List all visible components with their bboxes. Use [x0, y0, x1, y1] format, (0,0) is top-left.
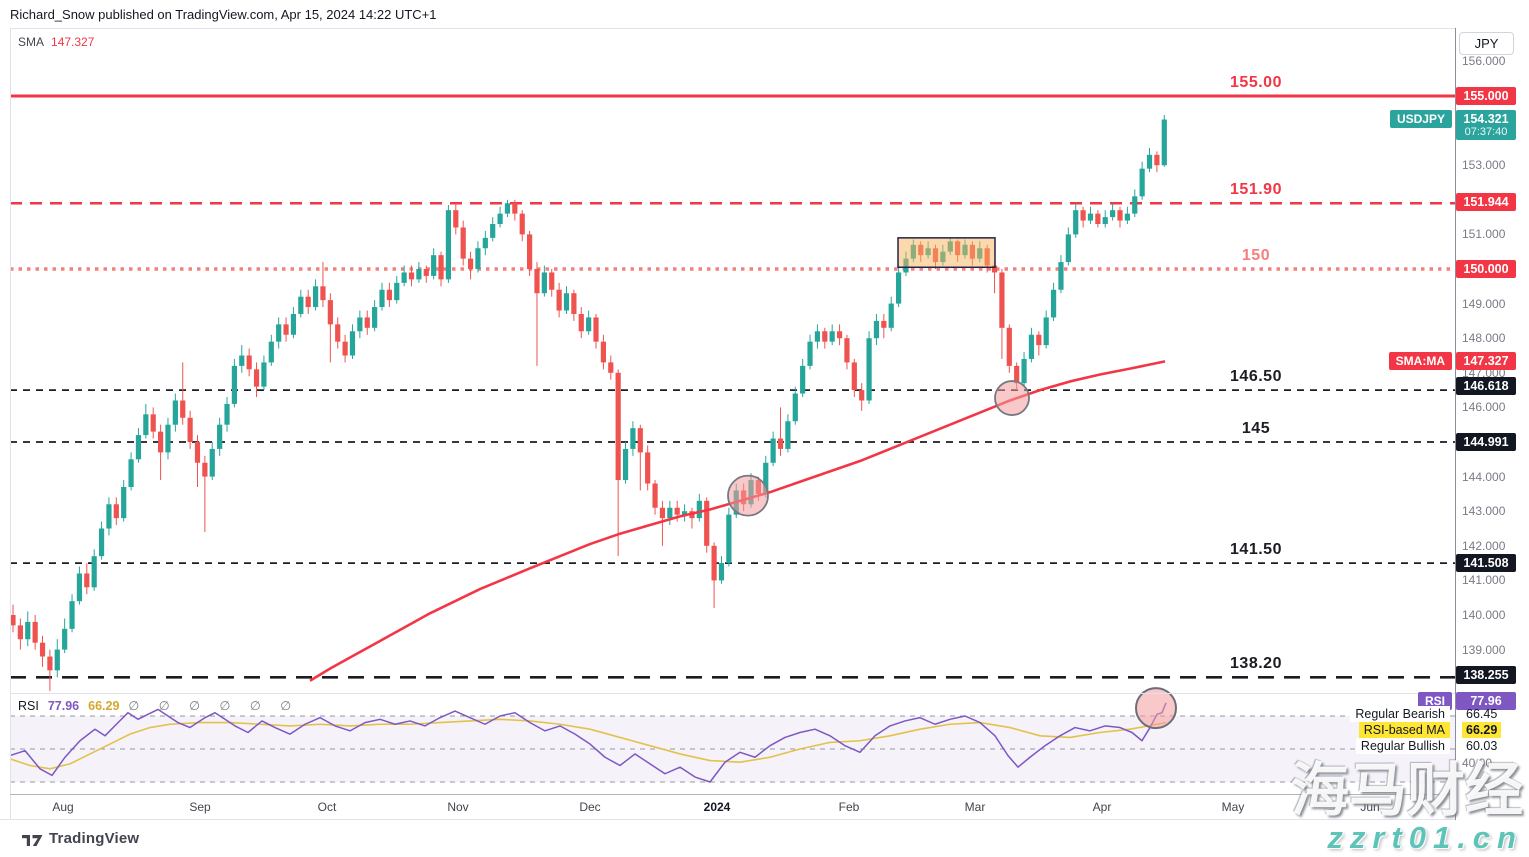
price-tick-151.000: 151.000: [1462, 227, 1506, 242]
price-tick-144.000: 144.000: [1462, 469, 1506, 484]
level-label-151-90: 151.90: [1230, 181, 1282, 199]
time-label-sep: Sep: [189, 800, 211, 814]
time-label-apr: Apr: [1092, 800, 1112, 814]
pane-separator: [10, 28, 1455, 29]
rsi-null-values: ∅ ∅ ∅ ∅ ∅ ∅: [128, 699, 300, 713]
price-tick-142.000: 142.000: [1462, 538, 1506, 553]
time-label-feb: Feb: [838, 800, 860, 814]
brand-name: TradingView: [49, 830, 140, 847]
rsi-label: RSI: [18, 699, 39, 713]
price-badge-146-618: 146.618: [1456, 377, 1516, 396]
price-badge-150-000: 150.000: [1456, 260, 1516, 278]
level-label-141-50: 141.50: [1230, 541, 1282, 559]
price-badge-154-321: 154.321 07:37:40: [1456, 110, 1516, 141]
time-label-2024: 2024: [703, 800, 731, 814]
rsi-row-label-rsi-based-ma: RSI-based MA: [1358, 722, 1450, 738]
time-axis[interactable]: Aug Sep Oct Nov Dec 2024 Feb Mar Apr May Jun: [0, 794, 1455, 820]
level-label-150: 150: [1241, 247, 1271, 264]
price-badge-151-944: 151.944: [1456, 192, 1516, 211]
price-tick-146.000: 146.000: [1462, 400, 1506, 415]
price-badge-141-508: 141.508: [1456, 553, 1516, 572]
time-label-aug: Aug: [52, 800, 74, 814]
rsi-pane-label: RSI: [1417, 692, 1452, 710]
sma-label: SMA: [18, 35, 45, 49]
time-label-mar: Mar: [964, 800, 986, 814]
price-tick-141.000: 141.000: [1462, 573, 1506, 588]
price-badge-138-255: 138.255: [1456, 666, 1516, 685]
rsi-lines: [9, 702, 1167, 783]
footer-branding[interactable]: TradingView: [22, 830, 139, 847]
price-tick-143.000: 143.000: [1462, 504, 1506, 519]
price-badge-144-991: 144.991: [1456, 433, 1516, 452]
rsi-tick-40: 40.00: [1462, 756, 1493, 770]
rsi-row-label-regular-bearish: Regular Bearish: [1350, 706, 1450, 722]
level-label-146-50: 146.50: [1230, 368, 1282, 386]
indicator-legend-rsi[interactable]: RSI 77.96 66.29 ∅ ∅ ∅ ∅ ∅ ∅: [18, 698, 308, 713]
time-label-jun: Jun: [1360, 800, 1380, 814]
countdown-timer: 07:37:40: [1464, 126, 1508, 139]
level-label-155-00: 155.00: [1230, 74, 1282, 91]
time-label-dec: Dec: [579, 800, 601, 814]
rsi-line-value: 77.96: [47, 699, 80, 713]
rsi-row-value: 66.45: [1466, 707, 1498, 721]
price-tick-156.000: 156.000: [1462, 54, 1506, 69]
rsi-value-badge: 77.96: [1456, 692, 1516, 710]
price-tick-149.000: 149.000: [1462, 296, 1506, 311]
candlestick-series: [10, 115, 1167, 692]
rsi-background: [10, 715, 1455, 783]
sma-line: [309, 360, 1166, 682]
publish-attribution: Richard_Snow published on TradingView.co…: [10, 7, 437, 22]
price-tick-140.000: 140.000: [1462, 608, 1506, 622]
currency-toggle-button[interactable]: JPY: [1459, 32, 1514, 55]
rsi-row-label-regular-bullish: Regular Bullish: [1355, 738, 1450, 754]
level-label-138-20: 138.20: [1230, 655, 1282, 673]
pane-separator: [10, 693, 1455, 694]
time-label-nov: Nov: [447, 800, 469, 814]
retest-circle-annotation[interactable]: [727, 474, 769, 517]
rsi-row-value: 60.03: [1466, 739, 1498, 753]
price-tick-148.000: 148.000: [1462, 331, 1506, 346]
rsi-spike-circle-annotation[interactable]: [1135, 687, 1177, 730]
pane-left-border: [10, 28, 11, 820]
level-label-145: 145: [1241, 420, 1271, 437]
level-lines: [10, 94, 1455, 679]
price-badge-147-327: 147.327: [1456, 352, 1516, 371]
consolidation-box[interactable]: [897, 237, 996, 269]
rsi-ma-value: 66.29: [88, 699, 120, 713]
indicator-legend-sma[interactable]: SMA 147.327: [18, 35, 94, 49]
tradingview-logo-icon: [22, 835, 43, 846]
time-label-oct: Oct: [317, 800, 337, 814]
retest-circle-annotation[interactable]: [994, 380, 1030, 416]
chart-label-USDJPY: USDJPY: [1389, 110, 1452, 129]
rsi-row-value: 66.29: [1462, 722, 1502, 738]
chart-label-SMAMA: SMA:MA: [1388, 352, 1452, 371]
price-axis-border: [1455, 28, 1456, 820]
price-tick-139.000: 139.000: [1462, 642, 1506, 657]
price-badge-155-000: 155.000: [1456, 87, 1516, 105]
price-tick-153.000: 153.000: [1462, 158, 1506, 173]
pane-separator: [10, 794, 1455, 795]
sma-value: 147.327: [51, 35, 95, 49]
time-label-may: May: [1221, 800, 1245, 814]
